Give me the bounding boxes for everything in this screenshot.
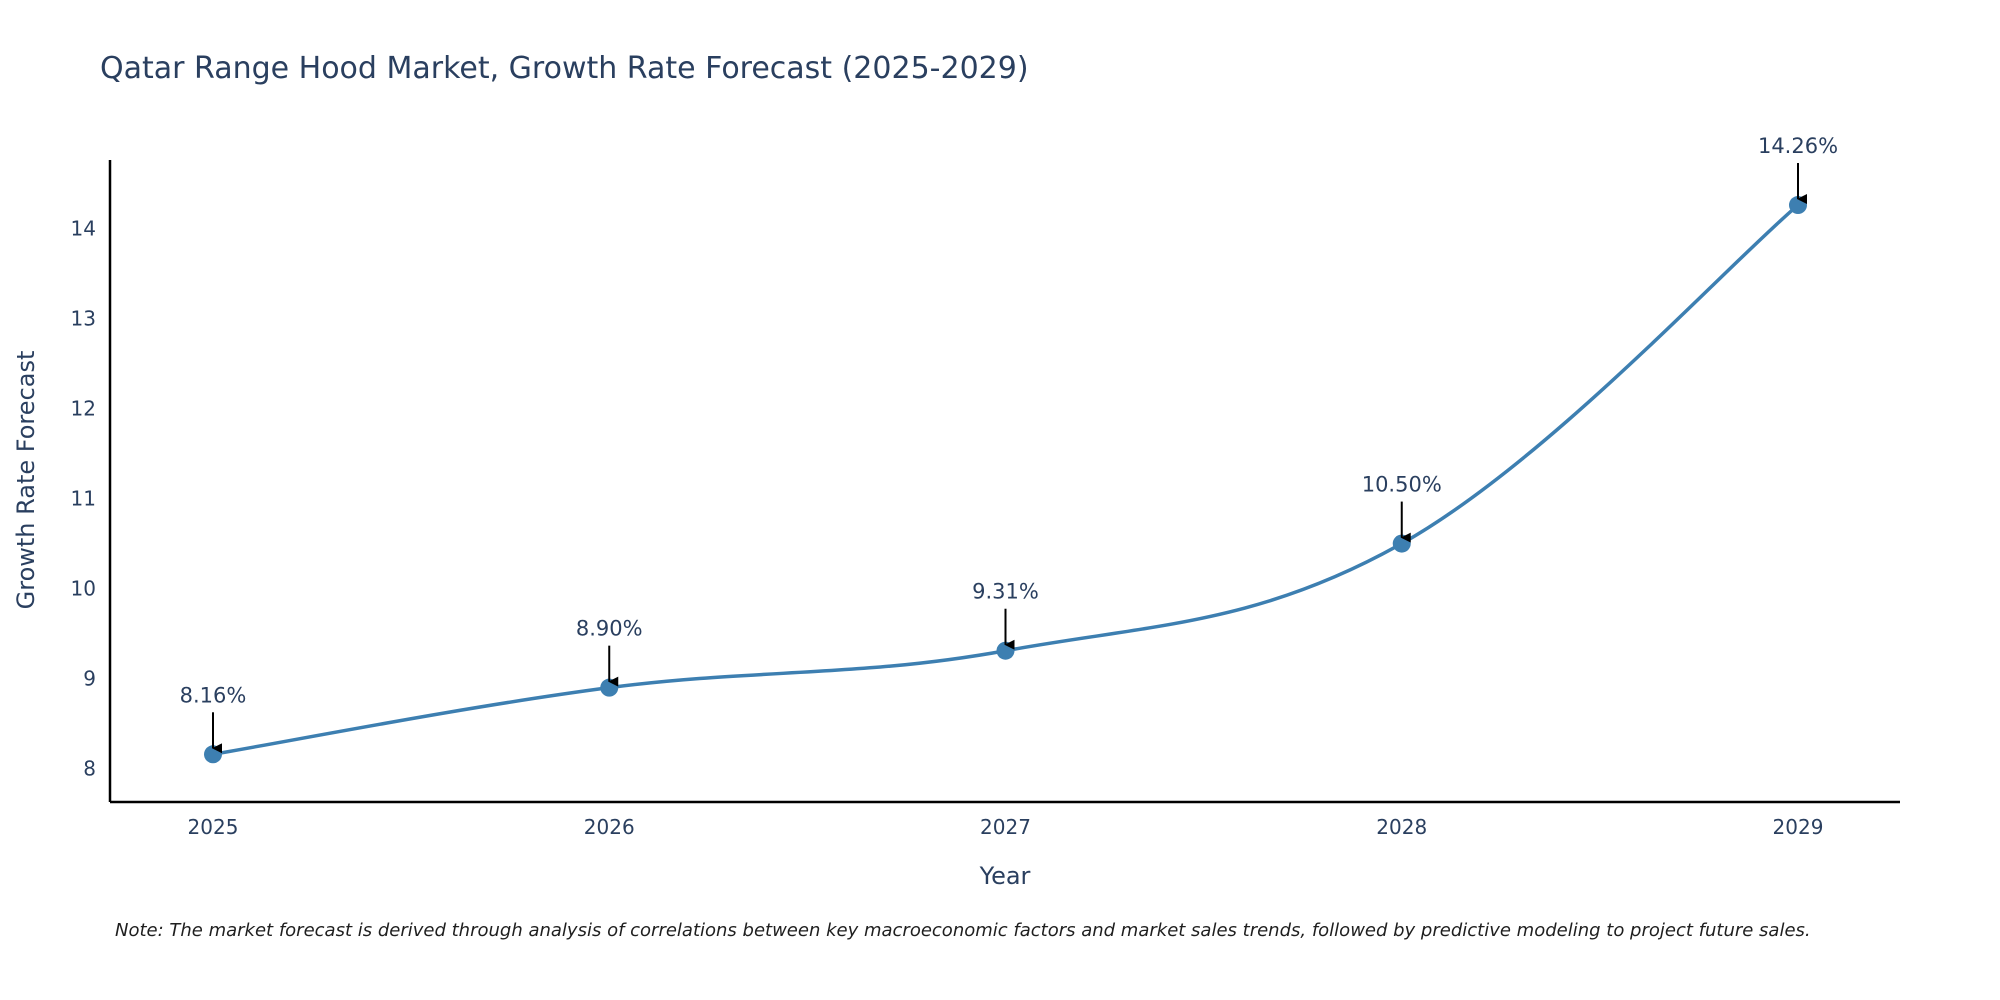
x-tick-label: 2027 <box>980 815 1031 839</box>
footnote: Note: The market forecast is derived thr… <box>115 920 1811 941</box>
data-label: 8.16% <box>180 683 247 707</box>
series-line-group <box>204 196 1807 764</box>
data-labels: 8.16% 8.90% 9.31% 10.50% 14.26% <box>180 134 1838 754</box>
x-tick-label: 2028 <box>1376 815 1427 839</box>
y-axis-title: Growth Rate Forecast <box>12 351 40 610</box>
x-axis-title: Year <box>979 862 1031 890</box>
y-tick-label: 13 <box>71 306 96 330</box>
data-label: 14.26% <box>1758 134 1838 158</box>
chart-title: Qatar Range Hood Market, Growth Rate For… <box>100 51 1029 86</box>
data-label: 9.31% <box>972 580 1039 604</box>
y-tick-label: 8 <box>83 757 96 781</box>
y-tick-label: 11 <box>71 487 96 511</box>
y-tick-label: 14 <box>71 216 96 240</box>
x-tick-label: 2025 <box>188 815 239 839</box>
x-tick-label: 2026 <box>584 815 635 839</box>
y-axis-ticks: 8 9 10 11 12 13 14 <box>71 216 96 780</box>
x-tick-label: 2029 <box>1773 815 1824 839</box>
data-label: 8.90% <box>576 617 643 641</box>
axes <box>108 160 1900 804</box>
y-tick-label: 9 <box>83 667 96 691</box>
series-line <box>212 203 1800 757</box>
x-axis-ticks: 2025 2026 2027 2028 2029 <box>188 815 1824 839</box>
y-tick-label: 12 <box>71 397 96 421</box>
y-tick-label: 10 <box>71 577 96 601</box>
data-label: 10.50% <box>1362 473 1442 497</box>
